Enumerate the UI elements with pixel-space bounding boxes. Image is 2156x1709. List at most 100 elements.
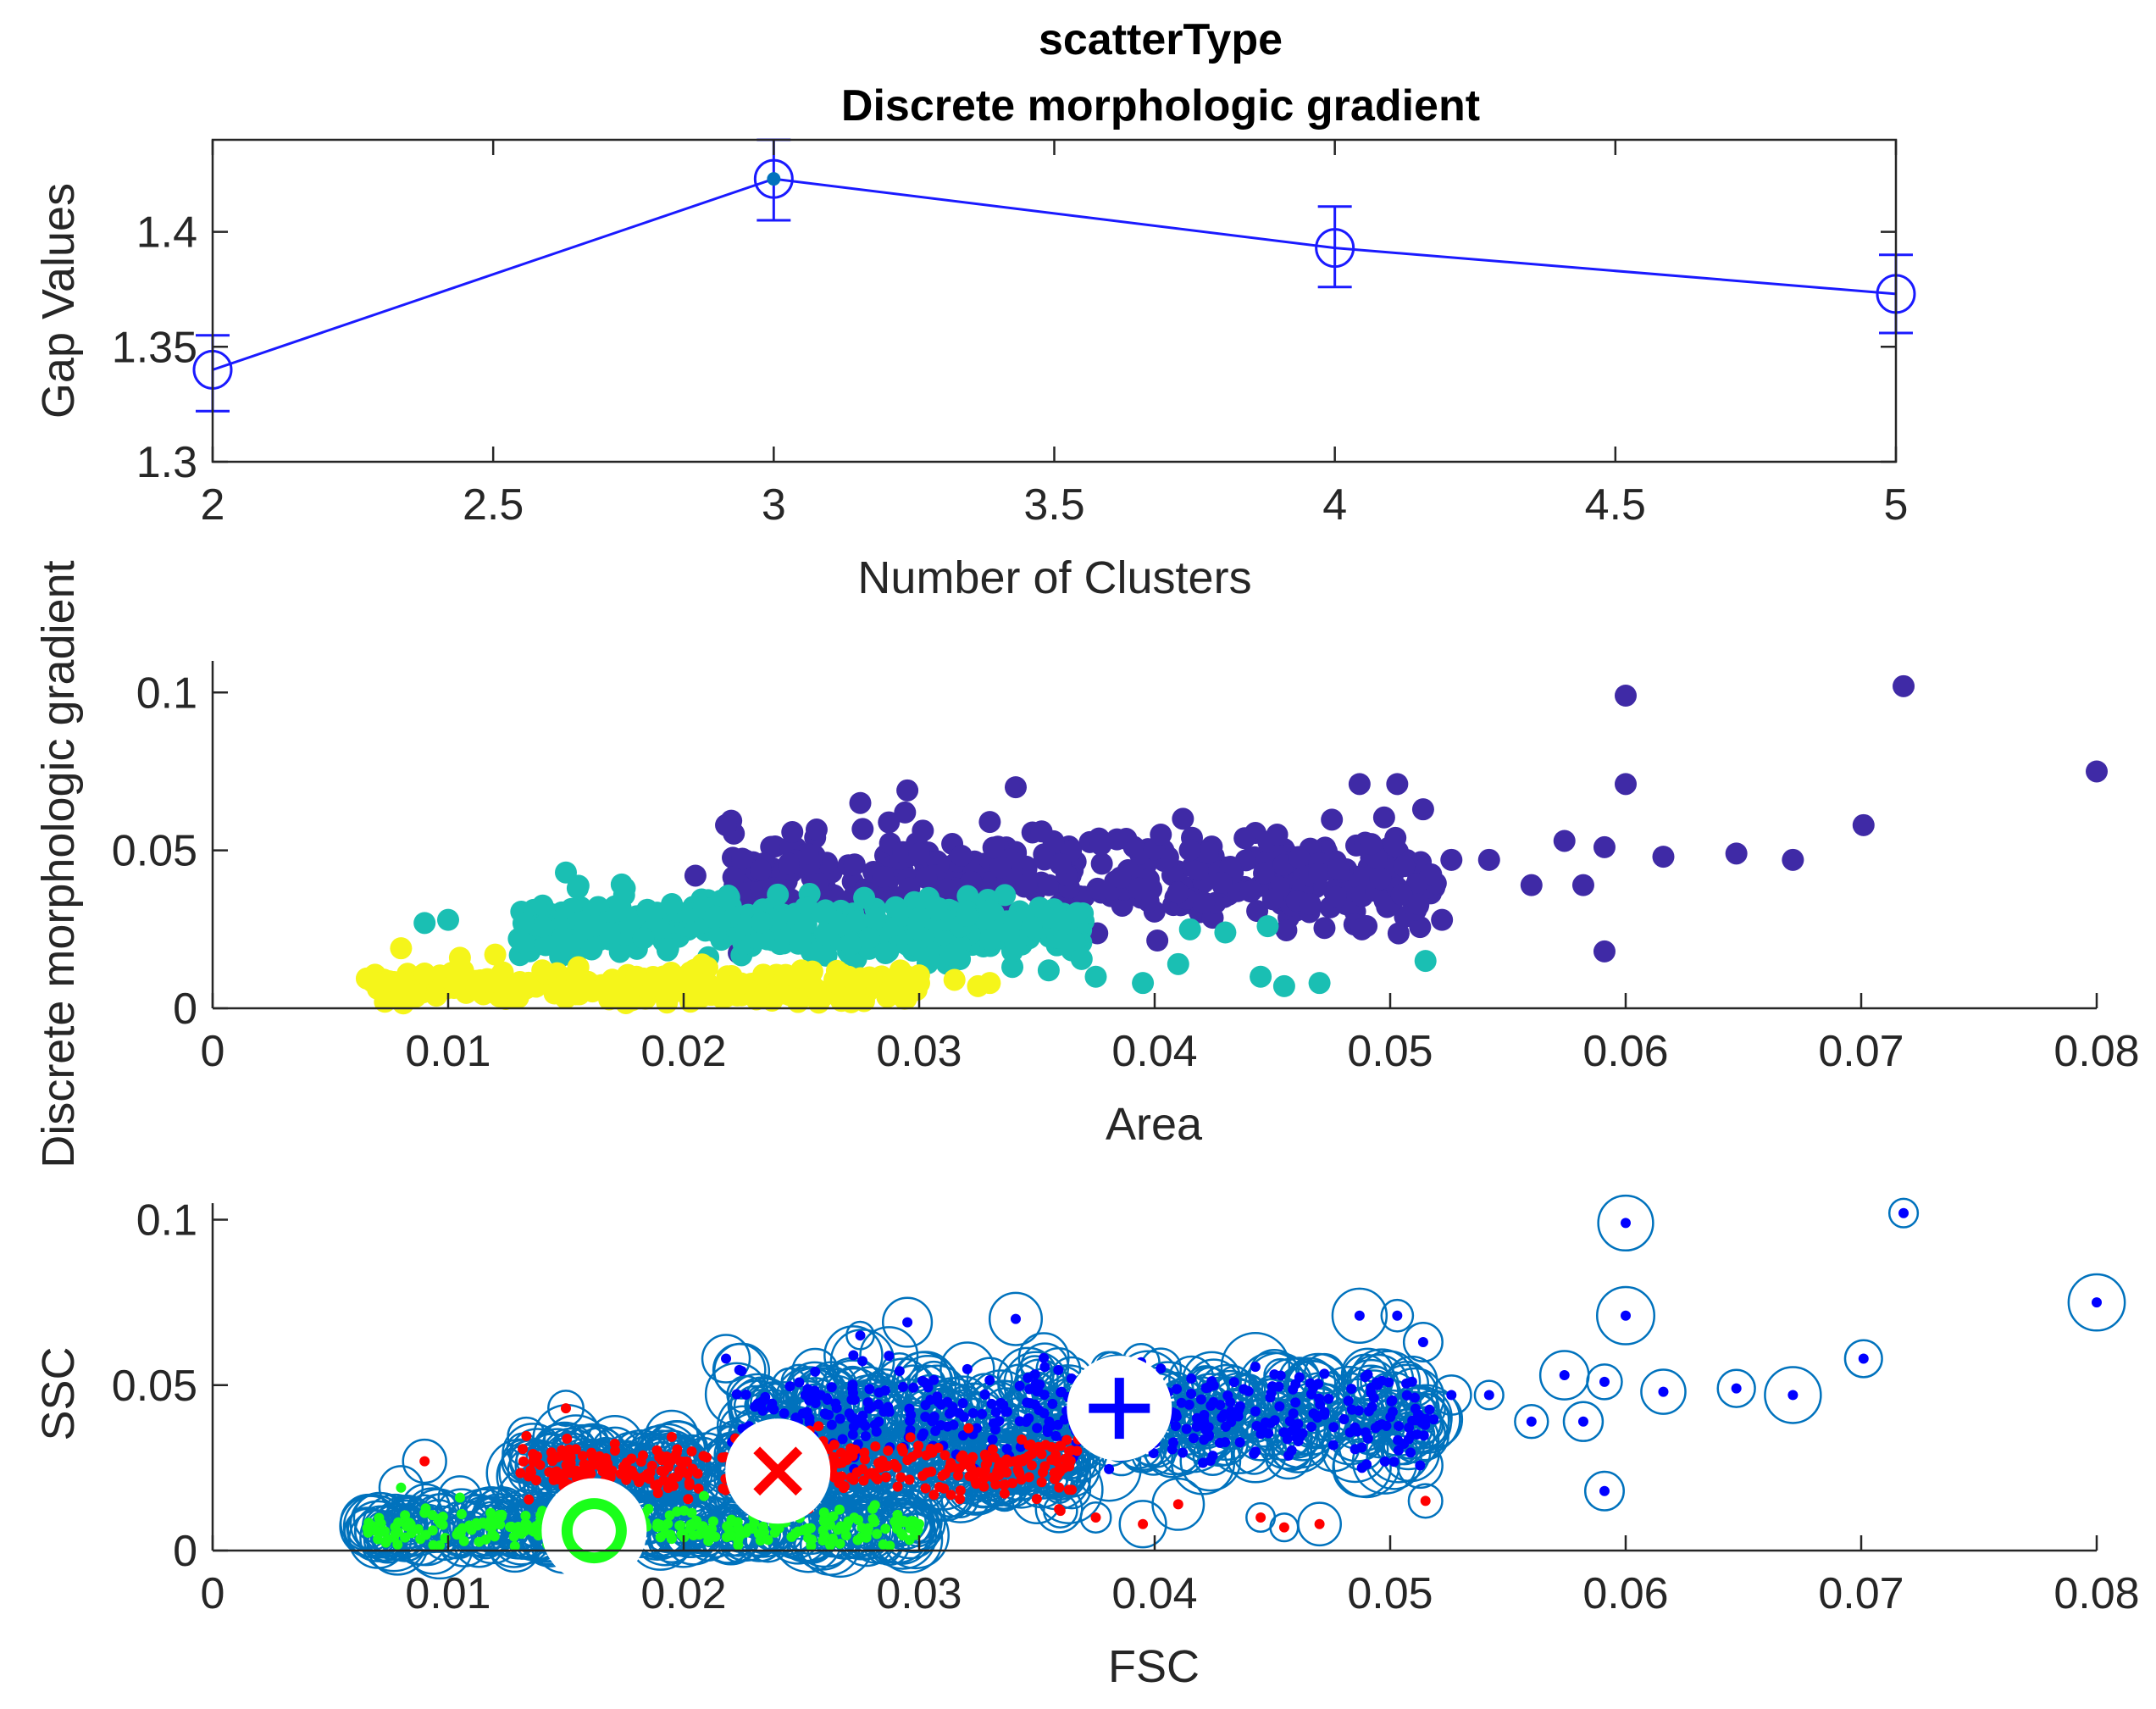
fsc-point [829,1440,840,1451]
fsc-point [904,1474,915,1485]
fsc-y-label: SSC [33,1346,84,1440]
fsc-point [1410,1403,1421,1414]
fsc-point [847,1379,858,1390]
area-point [915,867,938,890]
fsc-point [826,1419,837,1430]
fsc-ring [1079,1501,1112,1534]
fsc-point [908,1382,919,1393]
fsc-point [520,1510,531,1521]
fsc-point [958,1412,969,1423]
fsc-point [1055,1506,1066,1517]
fsc-point [1311,1410,1322,1421]
area-point-cluster-1 [1520,874,1543,896]
fsc-point [902,1455,913,1466]
area-point-cluster-2 [1256,915,1279,938]
area-point-cluster-1 [715,813,738,836]
area-point [845,910,868,933]
fsc-xtick-label: 0.06 [1582,1569,1668,1618]
fsc-point [506,1521,517,1532]
area-ticks: 0 0.01 0.02 0.03 0.04 0.05 0.06 0.07 0.08 0 0.05 0.… [112,669,2140,1076]
gap-x-label: Number of Clusters [857,552,1251,603]
fsc-ring [882,1489,946,1554]
area-point [979,929,1002,952]
fsc-point [867,1513,878,1524]
fsc-point [884,1351,895,1362]
fsc-point [1017,1456,1028,1467]
fsc-point [1327,1440,1338,1451]
fsc-point [1265,1418,1276,1429]
fsc-point [1418,1430,1429,1441]
fsc-point [835,1447,846,1458]
area-point [1001,956,1024,979]
fsc-ring [1583,1470,1626,1512]
centroid-o [561,1498,627,1564]
area-point [1167,881,1189,904]
fsc-ring [745,1384,779,1419]
fsc-point [390,1528,401,1539]
area-point [1233,827,1256,850]
area-point [1106,828,1128,851]
fsc-point [672,1444,683,1455]
fsc-point [1037,1467,1048,1478]
fsc-point [518,1456,529,1467]
fsc-point [1061,1434,1072,1445]
fsc-point [871,1426,882,1437]
fsc-point [1066,1373,1077,1384]
area-point-cluster-1 [1411,798,1434,821]
fsc-point [843,1516,854,1527]
fsc-point [828,1458,839,1469]
fsc-point [935,1399,946,1410]
area-ytick-label: 0 [173,985,197,1034]
fsc-point [681,1457,692,1468]
fsc-point [637,1450,648,1461]
fsc-point [823,1409,834,1420]
fsc-point [676,1529,687,1540]
area-point-cluster-2 [437,908,459,931]
fsc-point [1056,1386,1067,1397]
fsc-point [1328,1422,1339,1433]
fsc-point [1063,1484,1074,1495]
fsc-point [930,1425,941,1436]
fsc-ring [484,1499,519,1534]
area-point [1387,922,1410,945]
fsc-point [1346,1404,1357,1415]
fsc-ring [402,1438,447,1484]
fsc-point [946,1407,957,1418]
area-point-cluster-2 [661,893,684,915]
area-point-cluster-1 [1327,858,1350,880]
fsc-ring [859,1326,919,1386]
area-point [1372,806,1395,829]
fsc-point [1017,1434,1028,1445]
fsc-point [471,1518,482,1529]
fsc-point [928,1490,939,1501]
area-xtick-label: 0.08 [2053,1027,2139,1076]
gap-series-line [212,177,1897,371]
area-point [950,845,973,868]
fsc-point [834,1538,845,1549]
fsc-point [1278,1522,1289,1533]
fsc-point [683,1494,694,1505]
fsc-point [952,1470,963,1481]
area-point [997,921,1020,944]
fsc-point [380,1537,391,1548]
fsc-point [786,1531,797,1542]
fsc-point [873,1387,884,1398]
fsc-point [656,1466,667,1477]
fsc-point [509,1540,520,1551]
fsc-point [1015,1441,1026,1452]
fsc-x-label: FSC [1108,1641,1200,1692]
area-point-cluster-1 [1440,848,1463,871]
area-point [805,818,828,841]
fsc-point [520,1518,531,1529]
fsc-point [645,1467,656,1478]
fsc-point [762,1534,773,1545]
fsc-ytick-label: 0.05 [112,1362,197,1411]
fsc-point [587,1451,598,1462]
fsc-point [529,1526,540,1537]
fsc-point [973,1467,984,1478]
fsc-point [902,1317,913,1328]
area-point [925,898,948,921]
area-point [789,932,812,955]
area-point [989,856,1012,879]
fsc-point [1370,1423,1381,1434]
